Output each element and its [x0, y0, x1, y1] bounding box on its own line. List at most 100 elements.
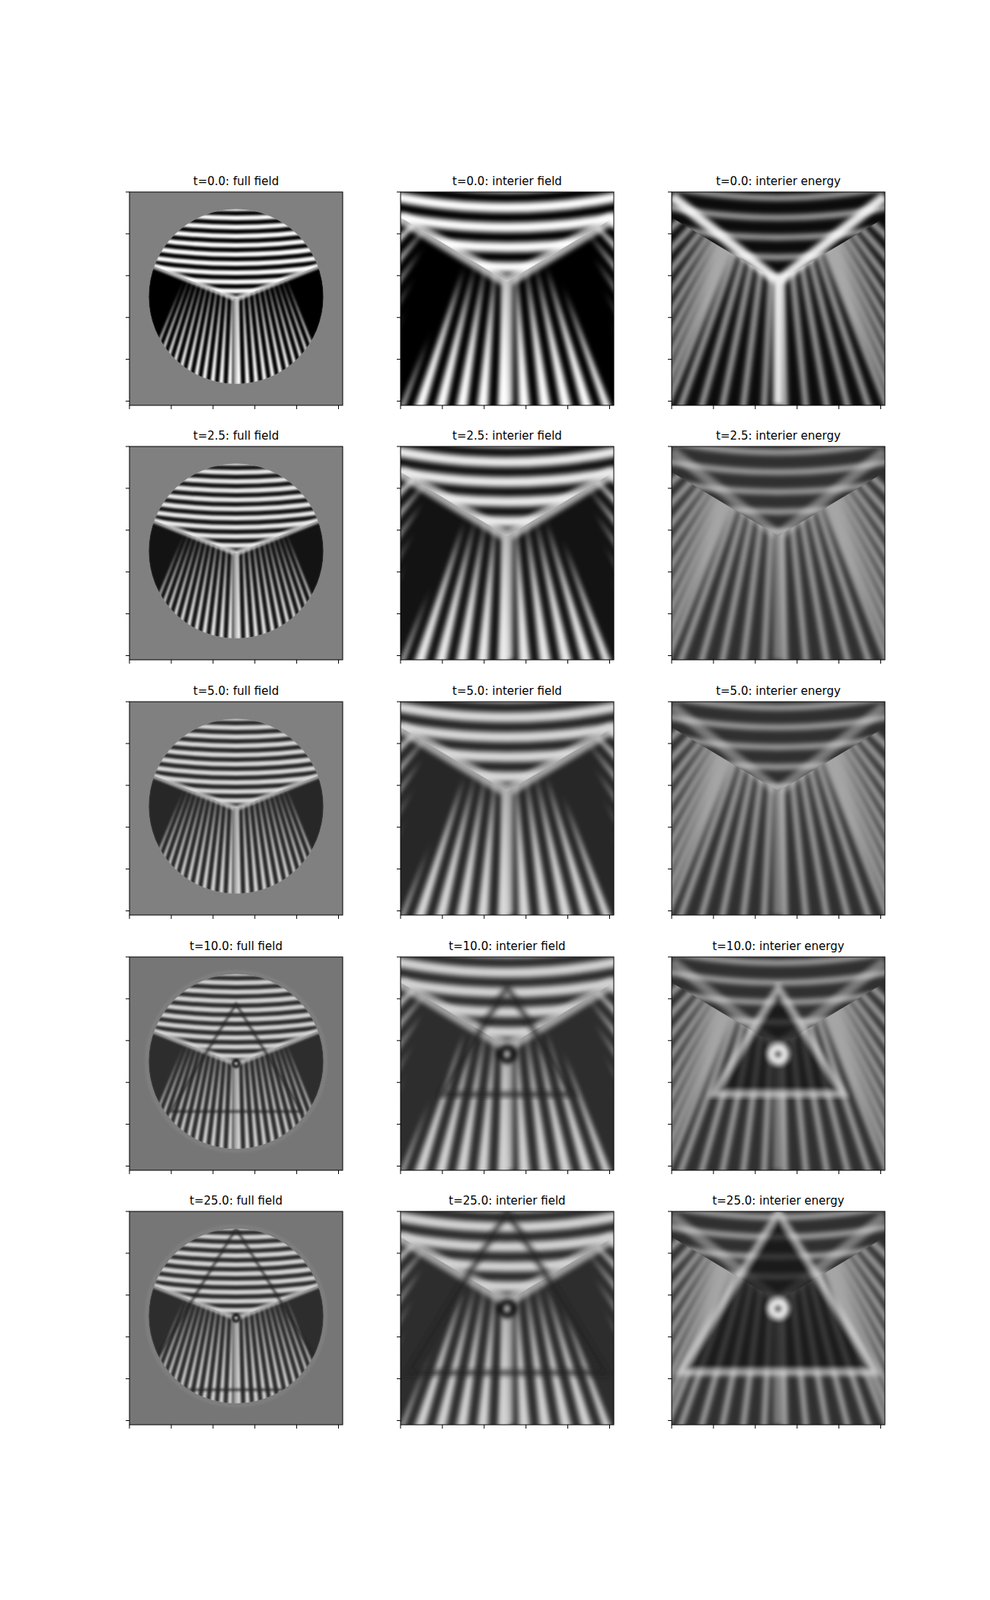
y-tick — [125, 446, 130, 448]
x-tick — [567, 405, 569, 409]
y-tick — [667, 274, 672, 276]
stripe — [0, 169, 745, 1187]
y-tick — [667, 358, 672, 360]
stripe — [0, 0, 626, 559]
edge — [146, 207, 326, 387]
stripe — [0, 0, 681, 614]
y-tick — [396, 358, 401, 360]
x-tick — [671, 405, 673, 409]
stripe — [0, 315, 599, 1041]
title: t=5.0: interier field — [452, 683, 563, 698]
y-tick — [125, 358, 130, 360]
arcs — [0, 41, 873, 1315]
y-tick — [667, 654, 672, 656]
panel: t=25.0: interier energy — [143, 25, 990, 1507]
x-tick — [796, 405, 798, 409]
stripe — [778, 191, 885, 406]
x-tick — [796, 1424, 798, 1428]
y-tick — [125, 1210, 130, 1212]
stripe — [0, 0, 709, 131]
y-tick — [125, 1081, 130, 1083]
x-tick — [671, 914, 673, 919]
stripe — [0, 0, 773, 195]
y-tick — [667, 1335, 672, 1337]
stripe — [0, 0, 563, 495]
texture — [400, 956, 614, 1170]
texture — [0, 0, 873, 1247]
stripe — [0, 0, 636, 313]
frame — [129, 701, 343, 915]
fan-blur — [97, 913, 375, 1247]
stripe — [236, 149, 375, 311]
y-tick — [396, 1039, 401, 1041]
fan-blur — [97, 149, 375, 483]
stripe — [0, 0, 727, 914]
x-tick — [400, 659, 402, 664]
x-tick — [441, 914, 443, 919]
y-tick — [667, 1210, 672, 1212]
y-tick — [125, 1251, 130, 1253]
y-tick — [396, 701, 401, 703]
stripe — [400, 191, 614, 218]
frame — [400, 1210, 614, 1425]
stripe — [0, 0, 709, 386]
title: t=2.5: full field — [193, 428, 279, 443]
x-tick — [838, 914, 840, 919]
stripe — [0, 0, 791, 214]
x-tick — [838, 1169, 840, 1174]
x-tick — [170, 659, 172, 664]
stripe — [0, 0, 645, 68]
fan-blur — [400, 191, 614, 406]
y-tick — [125, 613, 130, 614]
stripe — [0, 205, 709, 1150]
fan — [400, 701, 614, 915]
stripe — [0, 123, 791, 1233]
panel: t=0.0: interier energy — [143, 0, 990, 488]
stripe — [0, 0, 690, 368]
stripe — [0, 97, 563, 750]
x-tick — [212, 1424, 214, 1428]
stripe — [0, 60, 599, 786]
stripe — [0, 0, 846, 1033]
y-tick — [125, 956, 130, 958]
fan-blur — [671, 701, 885, 915]
texture-bg — [129, 701, 343, 915]
y-tick — [125, 233, 130, 234]
stripe — [0, 0, 754, 177]
x-tick — [441, 405, 443, 409]
x-tick — [212, 1169, 214, 1174]
stripe — [0, 0, 654, 331]
frame — [129, 1210, 343, 1425]
y-tick — [667, 910, 672, 911]
stripe — [0, 141, 773, 1214]
frame — [671, 191, 885, 406]
stripe — [0, 0, 672, 95]
stripe — [0, 0, 727, 659]
edge — [146, 1226, 326, 1406]
stripe — [0, 0, 736, 668]
fade — [671, 446, 885, 660]
x-tick — [254, 659, 256, 664]
fan — [671, 191, 885, 406]
stripe — [0, 0, 791, 468]
stripe — [0, 0, 764, 696]
texture — [671, 956, 885, 1170]
y-tick — [396, 1335, 401, 1337]
title: t=0.0: interier energy — [715, 174, 841, 189]
x-tick — [796, 659, 798, 664]
x-tick — [296, 914, 297, 919]
x-tick — [254, 1424, 256, 1428]
fan — [400, 191, 614, 406]
stripe — [0, 0, 672, 860]
defect-zone — [680, 1210, 878, 1373]
fan — [671, 446, 885, 660]
y-tick — [667, 1081, 672, 1083]
stripe — [678, 191, 779, 406]
y-tick — [667, 956, 672, 958]
stripe — [97, 149, 237, 444]
stripe — [0, 0, 782, 714]
y-tick — [667, 1165, 672, 1166]
frame — [129, 446, 343, 660]
x-tick — [338, 659, 339, 664]
stripe — [236, 149, 375, 449]
